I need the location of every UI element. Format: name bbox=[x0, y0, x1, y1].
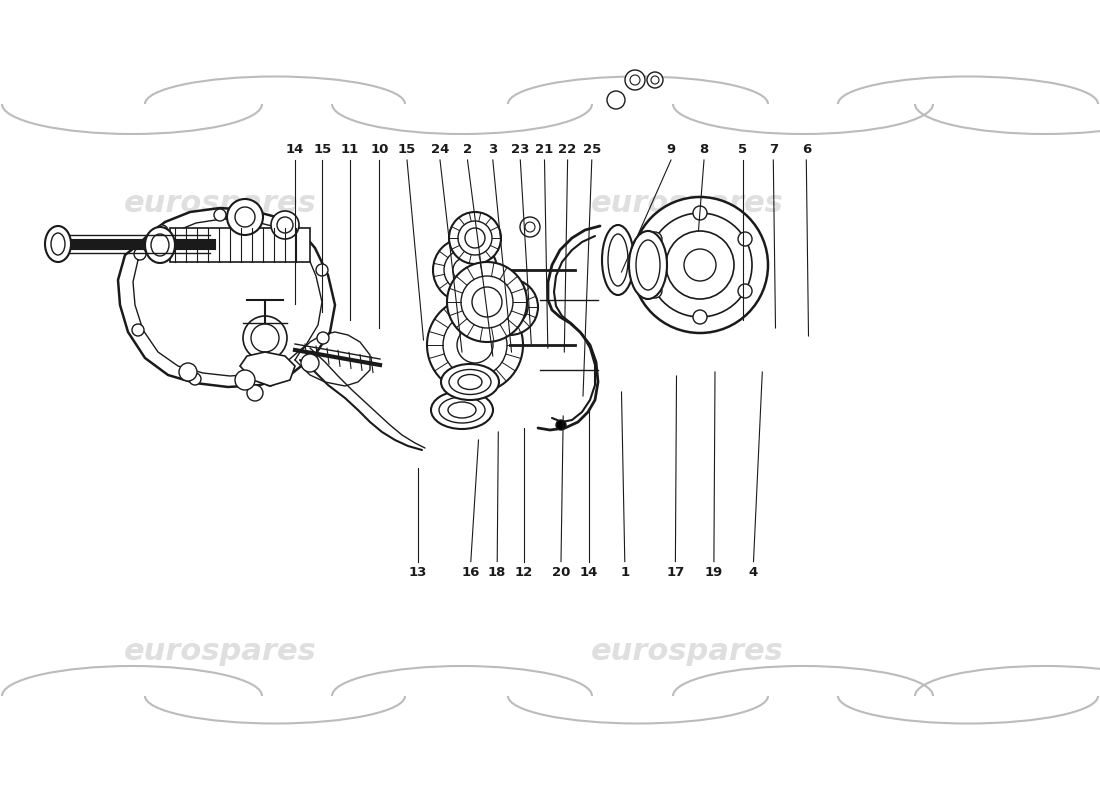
Circle shape bbox=[132, 324, 144, 336]
Circle shape bbox=[301, 354, 319, 372]
Ellipse shape bbox=[441, 364, 499, 400]
Text: 20: 20 bbox=[552, 566, 570, 578]
Circle shape bbox=[632, 197, 768, 333]
Circle shape bbox=[449, 212, 500, 264]
Circle shape bbox=[648, 232, 662, 246]
Circle shape bbox=[738, 284, 752, 298]
Text: 23: 23 bbox=[512, 143, 529, 156]
Circle shape bbox=[738, 232, 752, 246]
Text: 6: 6 bbox=[802, 143, 811, 156]
Circle shape bbox=[556, 420, 566, 430]
Circle shape bbox=[189, 373, 201, 385]
Circle shape bbox=[317, 332, 329, 344]
Text: 14: 14 bbox=[580, 566, 597, 578]
Text: 12: 12 bbox=[515, 566, 532, 578]
Circle shape bbox=[647, 72, 663, 88]
Polygon shape bbox=[118, 208, 336, 387]
Circle shape bbox=[214, 209, 225, 221]
Circle shape bbox=[248, 385, 263, 401]
Text: 11: 11 bbox=[341, 143, 359, 156]
Circle shape bbox=[156, 225, 168, 237]
Circle shape bbox=[235, 370, 255, 390]
Circle shape bbox=[316, 264, 328, 276]
Text: 4: 4 bbox=[749, 566, 758, 578]
Text: 10: 10 bbox=[371, 143, 388, 156]
Circle shape bbox=[179, 363, 197, 381]
Text: eurospares: eurospares bbox=[591, 638, 784, 666]
Text: 21: 21 bbox=[536, 143, 553, 156]
Circle shape bbox=[693, 206, 707, 220]
Circle shape bbox=[264, 374, 276, 386]
Circle shape bbox=[693, 310, 707, 324]
Text: 5: 5 bbox=[738, 143, 747, 156]
Circle shape bbox=[625, 70, 645, 90]
Text: 1: 1 bbox=[620, 566, 629, 578]
Text: 17: 17 bbox=[667, 566, 684, 578]
Polygon shape bbox=[170, 228, 310, 262]
Text: 16: 16 bbox=[462, 566, 480, 578]
Text: 15: 15 bbox=[398, 143, 416, 156]
Text: 15: 15 bbox=[314, 143, 331, 156]
Text: 8: 8 bbox=[700, 143, 708, 156]
Text: 7: 7 bbox=[769, 143, 778, 156]
Circle shape bbox=[447, 262, 527, 342]
Text: 22: 22 bbox=[559, 143, 576, 156]
Ellipse shape bbox=[145, 227, 175, 263]
Text: 18: 18 bbox=[488, 566, 506, 578]
Text: 3: 3 bbox=[488, 143, 497, 156]
Circle shape bbox=[271, 211, 299, 239]
Text: eurospares: eurospares bbox=[123, 638, 317, 666]
Text: 2: 2 bbox=[463, 143, 472, 156]
Circle shape bbox=[520, 217, 540, 237]
Text: 13: 13 bbox=[409, 566, 427, 578]
Ellipse shape bbox=[45, 226, 72, 262]
Text: 14: 14 bbox=[286, 143, 304, 156]
Text: 25: 25 bbox=[583, 143, 601, 156]
Circle shape bbox=[134, 248, 146, 260]
Ellipse shape bbox=[602, 225, 634, 295]
Circle shape bbox=[427, 297, 522, 393]
Circle shape bbox=[482, 279, 538, 335]
Text: eurospares: eurospares bbox=[591, 190, 784, 218]
Text: 9: 9 bbox=[667, 143, 675, 156]
Text: eurospares: eurospares bbox=[123, 190, 317, 218]
Circle shape bbox=[648, 284, 662, 298]
Ellipse shape bbox=[629, 231, 667, 299]
Text: 24: 24 bbox=[431, 143, 449, 156]
Circle shape bbox=[278, 217, 290, 229]
Circle shape bbox=[227, 199, 263, 235]
Circle shape bbox=[607, 91, 625, 109]
Text: 19: 19 bbox=[705, 566, 723, 578]
Ellipse shape bbox=[431, 391, 493, 429]
Circle shape bbox=[243, 316, 287, 360]
Polygon shape bbox=[240, 352, 295, 386]
Circle shape bbox=[433, 238, 497, 302]
